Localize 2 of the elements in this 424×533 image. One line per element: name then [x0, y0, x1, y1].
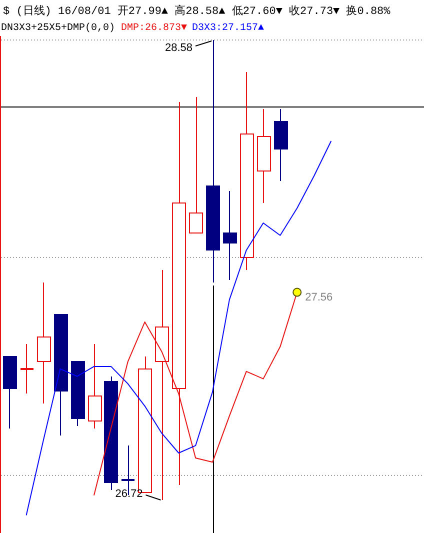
title: $ (日线) 16/08/01 开27.99▲ 高28.58▲ 低27.60▼ 收27.73▼ 换0.88% [3, 6, 390, 18]
subtitle: DN3X3+25X5+DMP(0,0) [1, 23, 116, 34]
